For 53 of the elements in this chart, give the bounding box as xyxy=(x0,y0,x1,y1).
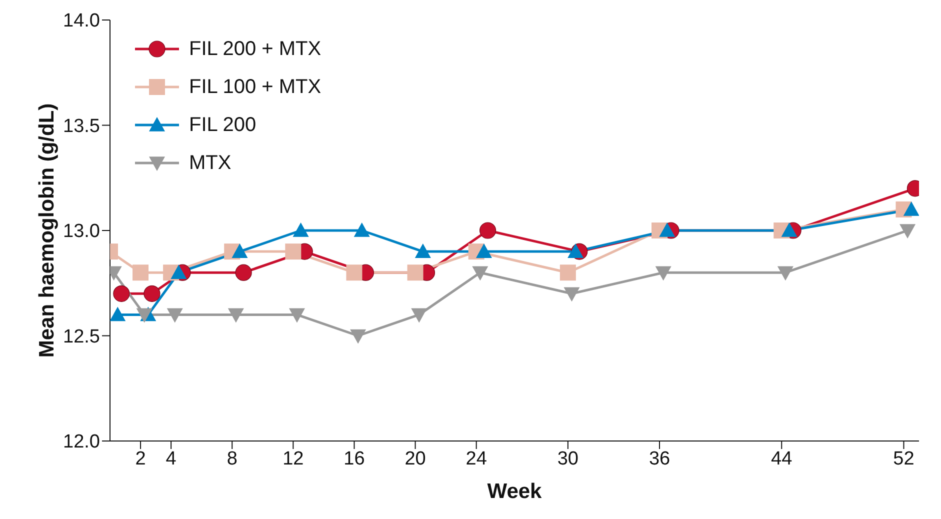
point xyxy=(144,285,160,302)
point xyxy=(113,285,130,302)
legend-label: FIL 200 xyxy=(189,114,256,136)
point xyxy=(659,222,676,237)
point xyxy=(110,306,126,322)
point xyxy=(288,308,305,323)
point xyxy=(655,266,672,281)
point xyxy=(166,308,183,323)
point xyxy=(346,264,362,281)
point xyxy=(479,222,496,239)
legend-label: MTX xyxy=(189,152,232,174)
x-tick-label: 30 xyxy=(557,448,578,470)
point xyxy=(235,264,252,281)
point xyxy=(228,308,244,323)
point xyxy=(285,244,302,260)
y-axis-title: Mean haemoglobin (g/dL) xyxy=(35,103,58,358)
point xyxy=(560,264,576,281)
x-tick-label: 16 xyxy=(344,448,365,470)
point xyxy=(781,222,798,237)
point xyxy=(136,308,152,323)
point xyxy=(564,287,580,302)
y-tick-label: 12.0 xyxy=(63,432,100,453)
y-tick-label: 14.0 xyxy=(63,10,100,32)
point xyxy=(170,264,187,279)
x-tick-label: 44 xyxy=(771,448,793,470)
legend-label: FIL 200 + MTX xyxy=(189,38,322,60)
x-tick-label: 4 xyxy=(166,448,177,470)
point xyxy=(414,244,431,258)
point xyxy=(472,266,488,281)
point xyxy=(407,264,424,281)
x-tick-label: 12 xyxy=(282,448,304,470)
x-tick-label: 20 xyxy=(404,448,426,470)
point xyxy=(568,244,584,258)
point xyxy=(232,244,248,258)
point xyxy=(476,244,492,258)
x-tick-label: 36 xyxy=(648,448,670,470)
y-tick-label: 13.0 xyxy=(63,221,100,242)
x-tick-label: 8 xyxy=(226,448,238,470)
point xyxy=(777,266,794,281)
x-tick-label: 52 xyxy=(893,448,914,470)
point xyxy=(132,264,149,281)
point xyxy=(903,201,919,216)
point xyxy=(292,222,309,237)
y-tick-label: 12.5 xyxy=(63,326,100,348)
point xyxy=(354,222,370,237)
legend-label: FIL 100 + MTX xyxy=(189,76,322,98)
point xyxy=(900,224,916,238)
y-tick-label: 13.5 xyxy=(63,116,100,137)
point xyxy=(411,308,428,323)
point xyxy=(350,329,366,344)
x-tick-label: 24 xyxy=(466,448,488,470)
x-tick-label: 2 xyxy=(135,448,146,470)
x-axis-title: Week xyxy=(487,480,542,503)
